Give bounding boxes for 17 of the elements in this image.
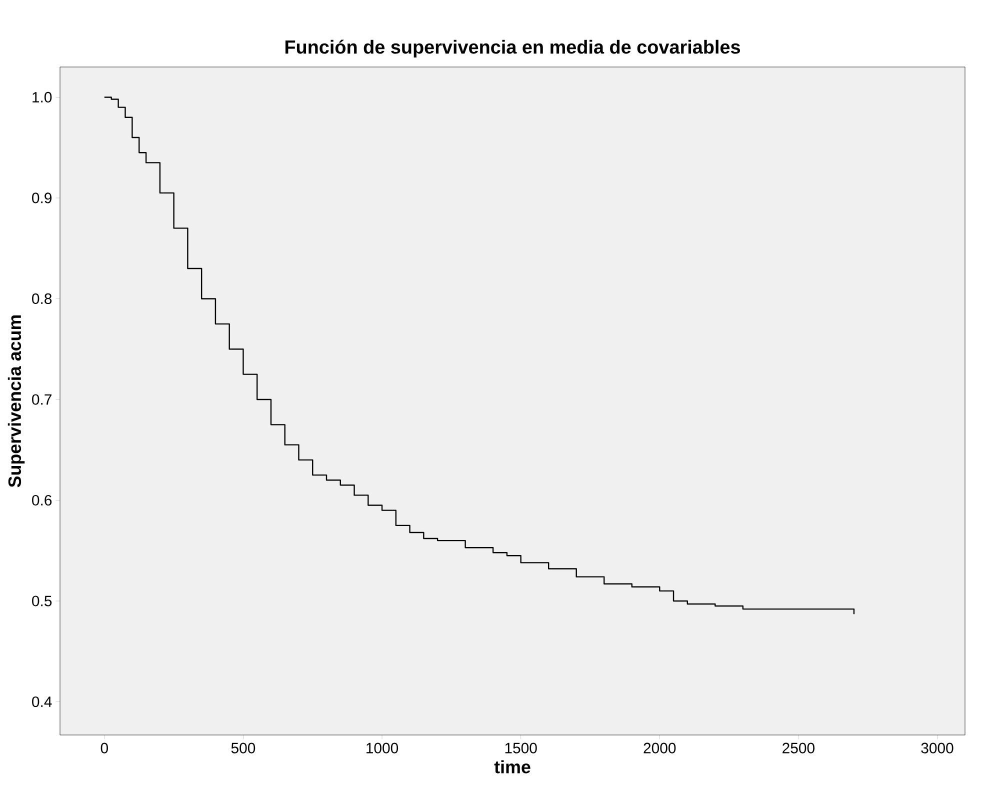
y-tick-label: 0.7 [32,394,52,405]
x-tick-label: 2500 [782,742,814,754]
x-tick-label: 2000 [644,742,676,754]
x-tick-label: 0 [100,742,108,754]
chart-title: Función de supervivencia en media de covariables [285,40,740,58]
y-axis-title: Supervivencia acum [8,315,25,488]
x-tick-label: 3000 [921,742,954,754]
y-tick-label: 1.0 [32,92,52,103]
y-tick-label: 0.9 [32,192,52,204]
x-tick-label: 500 [231,742,256,754]
y-tick-label: 0.6 [32,494,52,506]
x-axis-title: time [494,760,530,774]
x-tick-label: 1500 [505,742,537,754]
y-tick-label: 0.5 [32,596,52,606]
y-tick-label: 0.4 [32,696,52,708]
y-tick-label: 0.8 [32,293,52,304]
x-tick-label: 1000 [366,742,398,754]
